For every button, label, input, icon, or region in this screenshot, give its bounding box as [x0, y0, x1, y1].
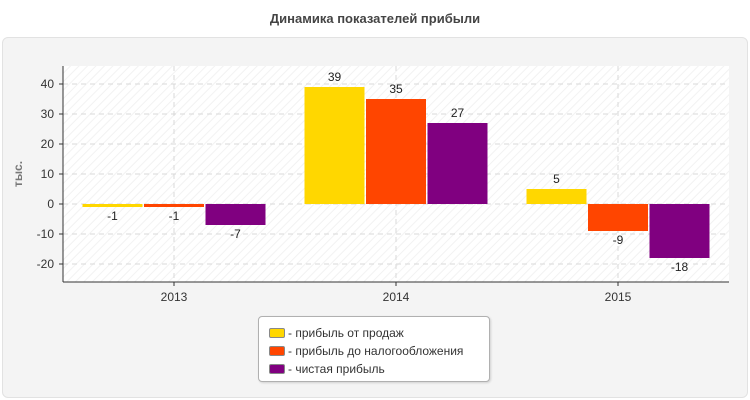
x-tick-label: 2015 [605, 290, 632, 304]
legend-swatch-pretax-profit [269, 346, 285, 356]
y-tick-label: -10 [37, 227, 55, 241]
data-label: -1 [107, 209, 118, 223]
data-label: 39 [328, 70, 342, 84]
legend-swatch-sales-profit [269, 328, 285, 338]
bar[interactable] [144, 204, 204, 207]
data-label: -1 [169, 209, 180, 223]
legend-label-net-profit: - чистая прибыль [288, 362, 385, 376]
data-label: 27 [451, 106, 465, 120]
bar[interactable] [304, 87, 365, 204]
x-tick-label: 2014 [383, 290, 410, 304]
data-label: -18 [671, 260, 689, 274]
legend-label-pretax-profit: - прибыль до налогообложения [288, 344, 464, 358]
bar[interactable] [526, 189, 587, 204]
legend-label-sales-profit: - прибыль от продаж [288, 326, 404, 340]
bar[interactable] [588, 204, 648, 231]
y-axis-label: тыс. [11, 161, 25, 187]
bar[interactable] [82, 204, 143, 207]
data-label: 5 [553, 172, 560, 186]
bar[interactable] [366, 99, 426, 204]
y-tick-label: 40 [41, 77, 55, 91]
data-label: 35 [389, 82, 403, 96]
legend-swatch-net-profit [269, 364, 285, 374]
bar[interactable] [205, 204, 266, 225]
x-tick-label: 2013 [161, 290, 188, 304]
bar[interactable] [427, 123, 488, 204]
legend-item-sales-profit[interactable]: - прибыль от продаж [269, 324, 489, 342]
data-label: -7 [230, 227, 241, 241]
chart-title: Динамика показателей прибыли [269, 11, 481, 26]
legend-item-net-profit[interactable]: - чистая прибыль [269, 360, 489, 378]
data-label: -9 [613, 233, 624, 247]
y-tick-label: 30 [41, 107, 55, 121]
y-tick-label: -20 [37, 257, 55, 271]
y-tick-label: 0 [47, 197, 54, 211]
y-tick-label: 20 [41, 137, 55, 151]
y-tick-label: 10 [41, 167, 55, 181]
bar[interactable] [649, 204, 710, 258]
legend-item-pretax-profit[interactable]: - прибыль до налогообложения [269, 342, 489, 360]
chart-legend: - прибыль от продаж - прибыль до налогоо… [258, 316, 490, 382]
